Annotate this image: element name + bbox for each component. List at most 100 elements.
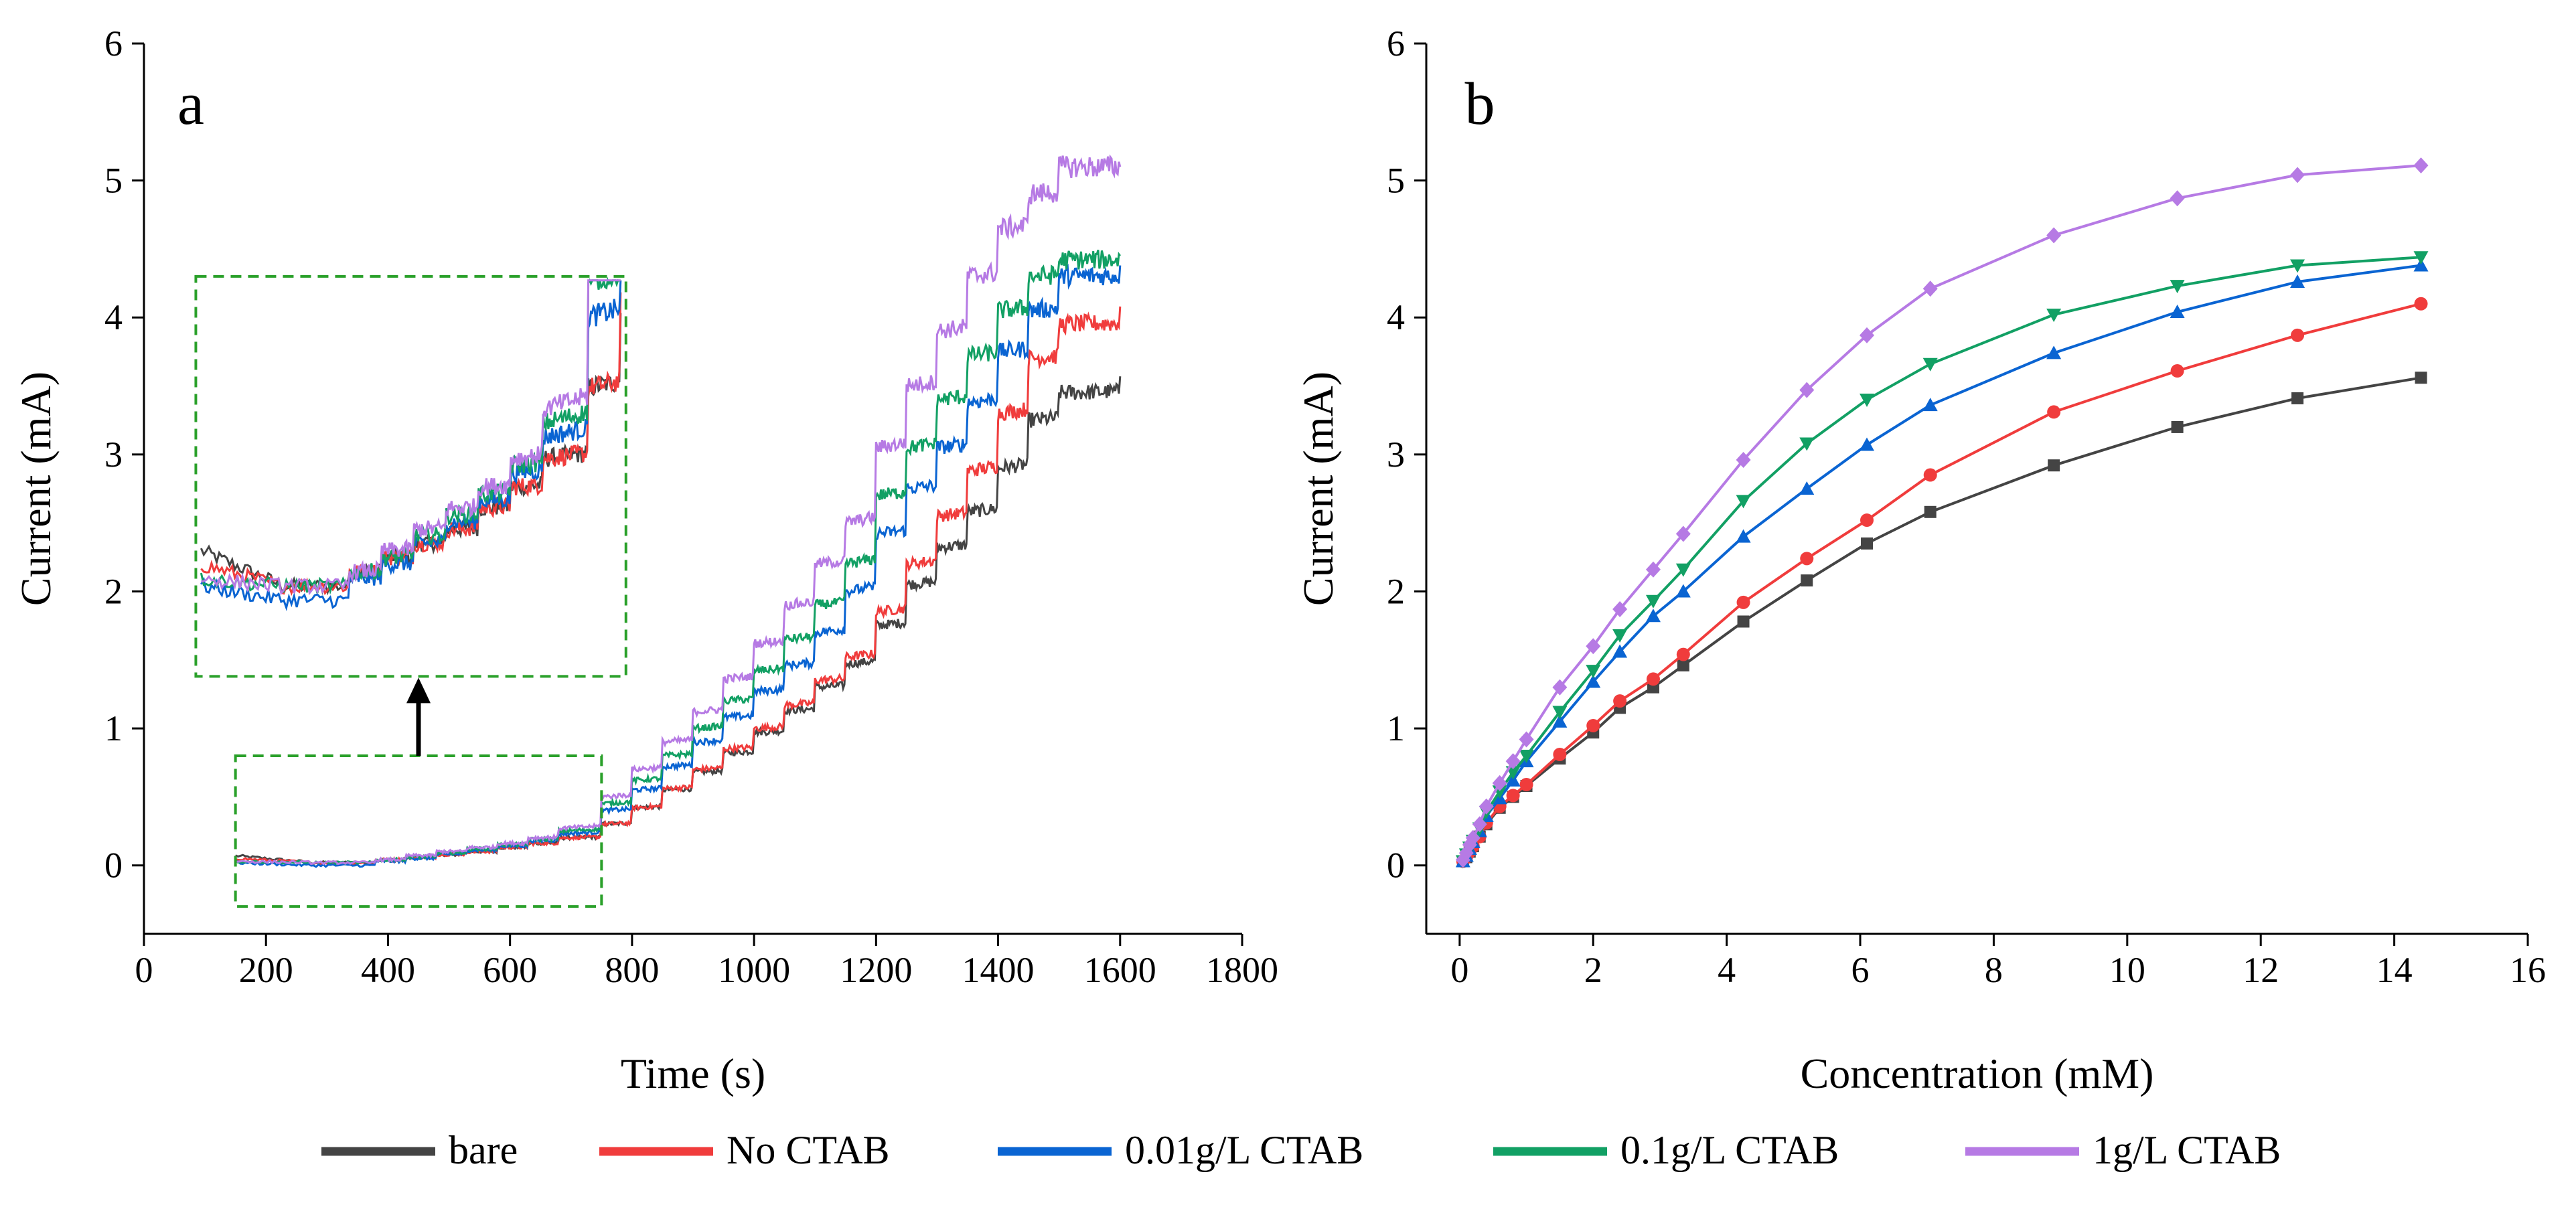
y-tick-label: 1 xyxy=(104,708,123,748)
data-point xyxy=(1479,798,1494,815)
series-line xyxy=(235,306,1122,866)
x-tick-label: 400 xyxy=(361,950,415,990)
x-tick-label: 200 xyxy=(239,950,293,990)
y-tick-label: 5 xyxy=(104,161,123,201)
x-tick-label: 1600 xyxy=(1084,950,1156,990)
data-point xyxy=(1645,609,1661,623)
y-tick-label: 3 xyxy=(104,434,123,475)
inset-series-line xyxy=(200,280,622,611)
data-point xyxy=(1860,437,1874,451)
data-point xyxy=(1519,777,1533,791)
data-point xyxy=(1505,753,1521,770)
data-point xyxy=(1922,398,1938,412)
data-point xyxy=(1586,674,1601,688)
data-point xyxy=(1586,718,1600,732)
panel-a: 0 200 400 600 800 1000 1200 1400 1600 1800 0 1 2 3 4 5 6… xyxy=(12,23,1278,1097)
x-tick-label: 2 xyxy=(1584,950,1602,990)
x-tick-label: 12 xyxy=(2243,950,2279,990)
x-tick-label: 1200 xyxy=(840,950,912,990)
y-tick-label: 2 xyxy=(1387,571,1405,611)
data-point xyxy=(1922,357,1938,372)
x-tick-label: 16 xyxy=(2510,950,2546,990)
data-point xyxy=(2048,459,2060,472)
data-point xyxy=(1465,829,1481,846)
data-point xyxy=(1519,750,1534,763)
data-point xyxy=(1472,816,1487,833)
data-point xyxy=(1861,537,1873,550)
series-line xyxy=(1462,264,2421,862)
data-point xyxy=(1505,773,1521,787)
y-axis-title: Current (mA) xyxy=(12,372,60,606)
data-point xyxy=(1586,638,1601,655)
series-line xyxy=(1462,164,2421,861)
x-axis-title: Concentration (mM) xyxy=(1801,1050,2154,1097)
data-point xyxy=(2046,345,2062,359)
data-point xyxy=(1612,601,1628,618)
data-point xyxy=(1612,629,1628,643)
panel-letter: a xyxy=(177,71,204,137)
legend-label: 0.1g/L CTAB xyxy=(1620,1128,1839,1172)
x-tick-label: 1000 xyxy=(718,950,790,990)
data-point xyxy=(2290,274,2305,289)
data-point xyxy=(2413,258,2429,272)
x-tick-label: 600 xyxy=(483,950,537,990)
data-point xyxy=(1645,594,1661,609)
data-point xyxy=(1923,468,1937,482)
y-tick-label: 6 xyxy=(104,23,123,64)
data-point xyxy=(1736,529,1751,543)
data-point xyxy=(1800,552,1814,566)
x-tick-label: 4 xyxy=(1718,950,1736,990)
legend-label: 1g/L CTAB xyxy=(2093,1128,2281,1172)
data-point xyxy=(2170,305,2185,319)
data-point xyxy=(1860,513,1874,528)
data-point xyxy=(1737,615,1750,628)
y-tick-label: 0 xyxy=(1387,845,1405,886)
x-tick-label: 14 xyxy=(2376,950,2413,990)
data-point xyxy=(1612,644,1628,658)
data-point xyxy=(1492,775,1507,791)
data-point xyxy=(1613,694,1627,708)
series-line xyxy=(1462,256,2421,862)
data-point xyxy=(2291,328,2305,342)
inset-series-line xyxy=(201,279,621,596)
legend-label: 0.01g/L CTAB xyxy=(1125,1128,1363,1172)
legend: bare No CTAB 0.01g/L CTAB 0.1g/L CTAB 1g/L C… xyxy=(321,1128,2281,1172)
series-line xyxy=(1462,376,2421,862)
data-point xyxy=(1645,561,1661,578)
data-point xyxy=(2291,392,2304,404)
data-point xyxy=(1799,481,1815,495)
data-point xyxy=(1922,280,1938,297)
data-point xyxy=(2046,309,2062,323)
zoom-arrow-head xyxy=(406,677,431,704)
y-tick-label: 2 xyxy=(104,571,123,611)
x-tick-label: 1400 xyxy=(962,950,1035,990)
x-axis-title: Time (s) xyxy=(621,1050,765,1097)
data-point xyxy=(1552,679,1568,696)
data-point xyxy=(2170,364,2184,378)
x-tick-label: 1800 xyxy=(1206,950,1278,990)
data-point xyxy=(1860,394,1874,407)
data-point xyxy=(2046,227,2062,244)
data-point xyxy=(1506,789,1520,803)
data-point xyxy=(2414,297,2428,311)
x-tick-label: 10 xyxy=(2109,950,2145,990)
y-tick-label: 6 xyxy=(1387,23,1405,64)
y-tick-label: 1 xyxy=(1387,708,1405,748)
data-point xyxy=(1675,563,1691,577)
data-point xyxy=(2290,259,2305,273)
data-point xyxy=(1646,672,1660,686)
series-line xyxy=(1462,302,2421,862)
legend-label: bare xyxy=(449,1128,518,1172)
x-tick-label: 800 xyxy=(605,950,659,990)
series-line xyxy=(235,154,1122,866)
data-point xyxy=(2170,280,2185,294)
zoom-box xyxy=(234,754,603,908)
legend-label: No CTAB xyxy=(727,1128,890,1172)
data-point xyxy=(1799,382,1815,398)
data-point xyxy=(2413,251,2429,265)
data-point xyxy=(1801,574,1813,587)
x-tick-label: 0 xyxy=(135,950,153,990)
data-point xyxy=(2170,190,2185,207)
